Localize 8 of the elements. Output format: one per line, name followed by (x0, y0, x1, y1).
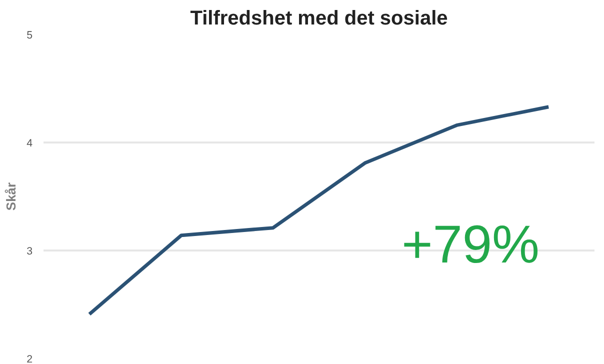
annotation: +79% (402, 215, 540, 274)
y-tick-label: 5 (26, 30, 33, 42)
chart-title: Tilfredshet med det sosiale (190, 8, 448, 30)
y-tick-label: 4 (26, 138, 33, 150)
y-tick-label: 2 (26, 354, 33, 364)
line-series (88, 105, 550, 316)
y-axis-title: Skår (4, 182, 19, 211)
y-tick-label: 3 (26, 246, 33, 258)
